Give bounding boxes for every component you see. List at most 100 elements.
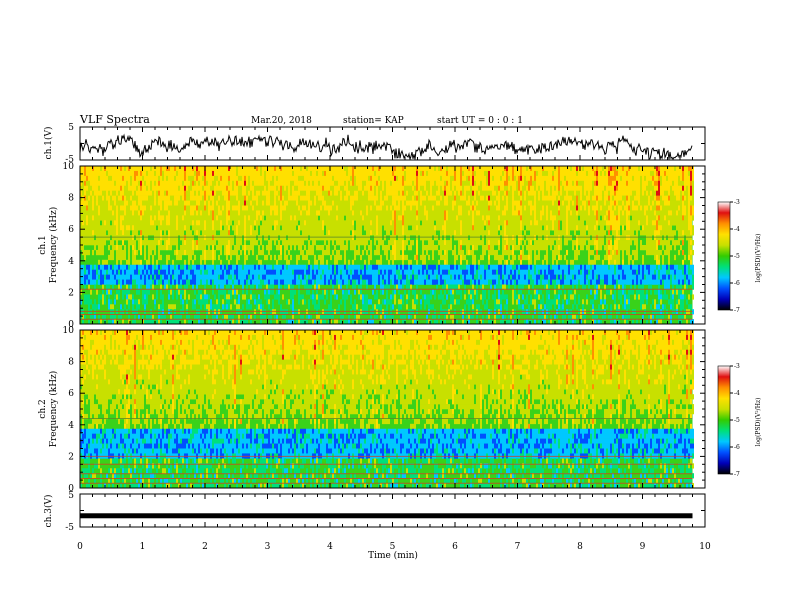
spectrogram-cell [202,264,204,270]
spectrogram-cell [168,304,170,310]
spectrogram-cell [444,245,446,251]
spectrogram-cell [194,200,196,206]
spectrogram-cell [256,205,258,211]
spectrogram-cell [122,195,124,201]
spectrogram-cell [248,314,250,320]
spectrogram-cell [102,170,104,177]
spectrogram-cell [132,254,134,261]
spectrogram-cell [350,299,352,305]
spectrogram-cell [152,230,154,236]
spectrogram-cell [332,175,334,182]
spectrogram-cell [214,274,216,280]
spectrogram-cell [280,190,282,196]
spectrogram-cell [326,259,328,266]
spectrogram-cell [382,170,384,177]
spectrogram-cell [406,185,408,191]
spectrogram-cell [254,205,256,211]
spectrogram-cell [250,166,252,172]
spectrogram-cell [338,170,340,177]
spectrogram-cell [382,245,384,251]
spectrogram-cell [224,294,226,300]
spectrogram-cell [260,215,262,221]
spectrogram-cell [196,274,198,280]
spectrogram-cell [244,205,246,211]
spectrogram-cell [246,210,248,216]
spectrogram-cell [202,240,204,246]
spectrogram-cell [330,279,332,285]
spectrogram-cell [338,220,340,226]
spectrogram-cell [144,185,146,191]
spectrogram-cell [224,195,226,201]
spectrogram-cell [362,215,364,221]
spectrogram-cell [366,220,368,226]
spectrogram-cell [144,215,146,221]
spectrogram-cell [414,166,416,172]
spectrogram-cell [112,190,114,196]
spectrogram-cell [206,269,208,275]
spectrogram-cell [440,180,442,187]
spectrogram-cell [416,264,418,270]
spectrogram-cell [444,284,446,290]
spectrogram-cell [256,210,258,216]
spectrogram-cell [152,279,154,285]
spectrogram-cell [86,215,88,221]
spectrogram-cell [234,215,236,221]
spectrogram-cell [318,279,320,285]
spectrogram-cell [376,279,378,285]
spectrogram-cell [220,175,222,182]
spectrogram-cell [272,200,274,206]
spectrogram-cell [412,240,414,246]
spectrogram-cell [426,249,428,256]
spectrogram-cell [110,279,112,285]
spectrogram-cell [374,166,376,172]
spectrogram-cell [180,274,182,280]
spectrogram-cell [296,220,298,226]
spectrogram-cell [98,259,100,266]
spectrogram-cell [106,269,108,275]
spectrogram-cell [418,279,420,285]
spectrogram-cell [388,185,390,191]
spectrogram-cell [384,225,386,231]
spectrogram-cell [238,230,240,236]
spectrogram-cell [194,240,196,246]
spectrogram-cell [318,269,320,275]
spectrogram-cell [362,235,364,241]
spectrogram-cell [164,269,166,275]
spectrogram-cell [234,225,236,231]
spectrogram-cell [212,166,214,172]
spectrogram-cell [92,269,94,275]
spectrogram-cell [286,269,288,275]
spectrogram-cell [150,180,152,187]
spectrogram-cell [334,235,336,241]
spectrogram-cell [228,259,230,266]
spectrogram-cell [106,274,108,280]
spectrogram-cell [404,274,406,280]
spectrogram-cell [98,274,100,280]
spectrogram-cell [388,319,390,324]
spectrogram-cell [376,220,378,226]
spectrogram-cell [266,264,268,270]
spectrogram-cell [192,170,194,177]
spectrogram-cell [350,269,352,275]
spectrogram-cell [98,220,100,226]
spectrogram-cell [334,289,336,295]
spectrogram-cell [258,166,260,172]
spectrogram-cell [142,185,144,191]
spectrogram-cell [354,185,356,191]
spectrogram-cell [396,254,398,261]
spectrogram-cell [92,235,94,241]
spectrogram-cell [340,215,342,221]
spectrogram-cell [342,245,344,251]
spectrogram-cell [368,274,370,280]
spectrogram-cell [242,215,244,221]
spectrogram-cell [308,205,310,211]
spectrogram-cell [322,166,324,172]
spectrogram-cell [456,220,458,226]
spectrogram-cell [416,200,418,206]
spectrogram-cell [108,230,110,236]
spectrogram-cell [282,210,284,216]
spectrogram-cell [286,200,288,206]
spectrogram-cell [184,225,186,231]
spectrogram-cell [354,205,356,211]
spectrogram-cell [460,185,462,191]
